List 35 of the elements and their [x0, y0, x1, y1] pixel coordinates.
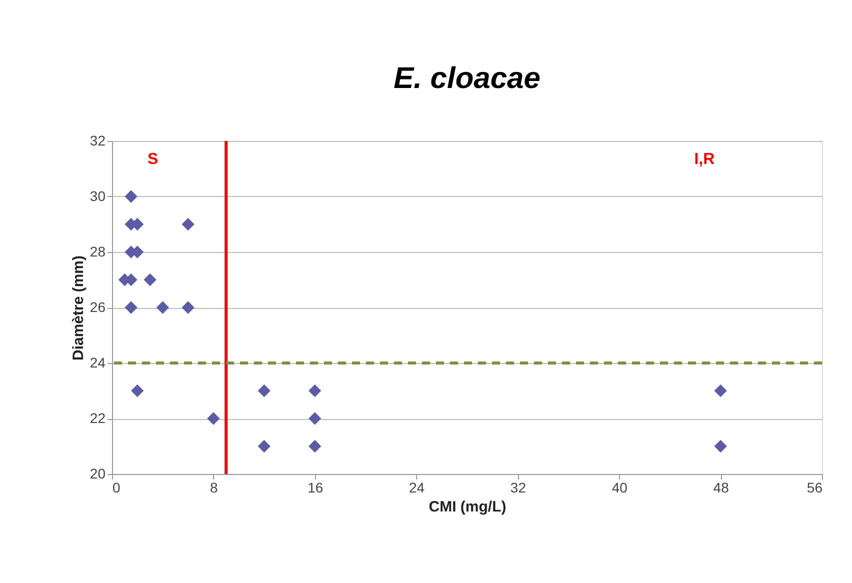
y-tick-label: 32 [90, 132, 106, 148]
point [124, 301, 138, 314]
y-tick-label: 20 [90, 466, 106, 482]
point [124, 190, 138, 203]
y-tick-label: 28 [90, 244, 106, 260]
point [144, 273, 156, 286]
x-tick-label: 40 [612, 480, 628, 496]
y-tick-label: 26 [90, 299, 106, 315]
x-axis-title: CMI (mg/L) [428, 498, 506, 516]
point [182, 301, 194, 314]
y-tick-label: 24 [90, 354, 106, 370]
y-tick-label: 22 [90, 410, 106, 426]
point [182, 218, 194, 231]
point [308, 440, 322, 453]
x-tick-label: 24 [408, 480, 425, 496]
x-tick-label: 32 [510, 480, 526, 496]
x-tick-label: 8 [210, 480, 218, 496]
point [714, 440, 727, 453]
annotation: I,R [694, 150, 716, 168]
x-tick-label: 48 [713, 480, 730, 496]
point [308, 384, 322, 398]
y-tick-label: 30 [90, 188, 106, 204]
x-tick-label: 16 [308, 480, 324, 496]
point [258, 440, 270, 453]
point [308, 412, 322, 425]
y-axis-title: Diamètre (mm) [70, 255, 87, 361]
point [714, 384, 727, 398]
point [258, 384, 270, 398]
annotation: S [148, 150, 158, 168]
x-tick-label: 56 [806, 480, 823, 496]
chart-title: E. cloacae [394, 62, 540, 95]
x-tick-label: 0 [112, 480, 120, 496]
point [131, 384, 144, 398]
point [207, 412, 220, 425]
point [156, 301, 170, 314]
